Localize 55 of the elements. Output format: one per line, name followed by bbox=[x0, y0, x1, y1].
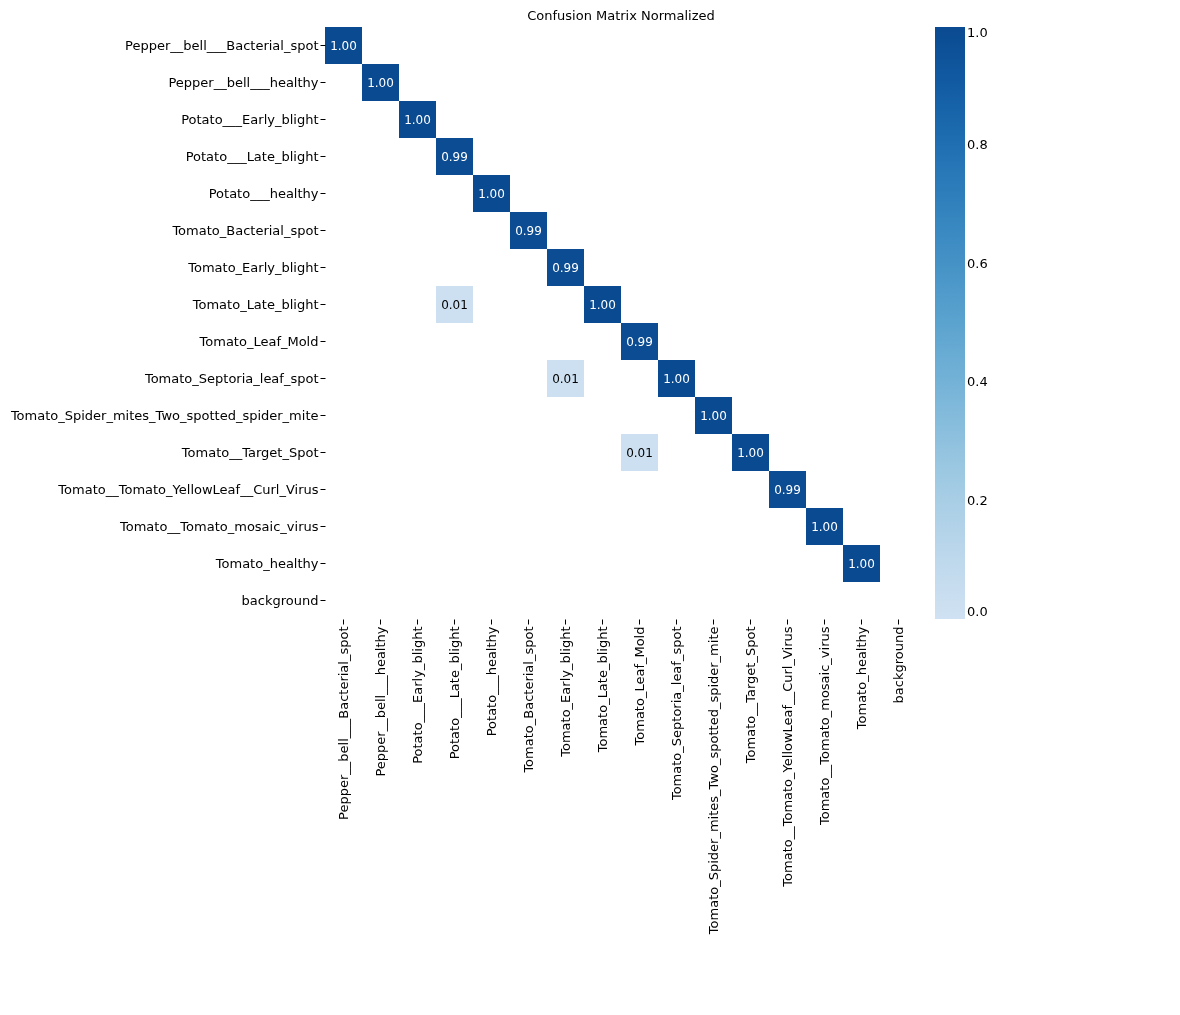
data-label: 0.99 bbox=[441, 149, 468, 164]
data-label: 0.99 bbox=[774, 482, 801, 497]
x-tick-label: Tomato_Septoria_leaf_spot bbox=[668, 626, 684, 802]
data-label: 1.00 bbox=[663, 371, 690, 386]
y-tick-label: Tomato__Tomato_YellowLeaf__Curl_Virus bbox=[57, 481, 319, 497]
y-tick-label: Tomato_Early_blight bbox=[187, 259, 319, 275]
y-tick-label: Pepper__bell___healthy bbox=[168, 74, 319, 90]
y-tick-label: Tomato_healthy bbox=[214, 555, 319, 571]
data-label: 1.00 bbox=[330, 38, 357, 53]
x-tick-label: Tomato__Tomato_YellowLeaf__Curl_Virus bbox=[779, 626, 795, 888]
x-tick-label: Tomato_Early_blight bbox=[557, 626, 573, 758]
x-tick-label: Tomato_Bacterial_spot bbox=[520, 626, 536, 774]
x-tick-label: Tomato__Target_Spot bbox=[742, 626, 758, 765]
y-tick-label: background bbox=[241, 592, 319, 608]
y-tick-label: Tomato__Tomato_mosaic_virus bbox=[118, 518, 319, 534]
data-label: 1.00 bbox=[404, 112, 431, 127]
data-label: 0.01 bbox=[626, 445, 653, 460]
x-tick-label: Tomato_Spider_mites_Two_spotted_spider_mite bbox=[705, 626, 721, 936]
data-label: 0.99 bbox=[515, 223, 542, 238]
data-label: 0.01 bbox=[441, 297, 468, 312]
data-label: 1.00 bbox=[737, 445, 764, 460]
x-tick-label: Tomato__Tomato_mosaic_virus bbox=[816, 626, 832, 827]
data-label: 0.01 bbox=[552, 371, 579, 386]
y-tick-label: Potato___Late_blight bbox=[185, 148, 319, 164]
color-bar-label: 0.2 bbox=[967, 492, 988, 508]
color-bar-label: 1.0 bbox=[967, 25, 988, 40]
x-tick-label: Tomato_Leaf_Mold bbox=[631, 626, 647, 747]
y-tick-label: Tomato_Leaf_Mold bbox=[198, 333, 319, 349]
x-tick-label: Potato___Late_blight bbox=[446, 626, 462, 760]
data-label: 1.00 bbox=[700, 408, 727, 423]
color-bar-label: 0.8 bbox=[967, 137, 988, 153]
x-tick-label: background bbox=[890, 626, 906, 704]
color-bar-label: 0.4 bbox=[967, 374, 988, 390]
data-label: 0.99 bbox=[552, 260, 579, 275]
color-bar-label: 0.0 bbox=[967, 604, 988, 619]
data-label: 1.00 bbox=[811, 519, 838, 534]
y-tick-label: Tomato_Septoria_leaf_spot bbox=[143, 370, 319, 386]
chart-title: Confusion Matrix Normalized bbox=[527, 8, 715, 23]
y-tick-label: Tomato_Bacterial_spot bbox=[171, 222, 319, 238]
x-tick-label: Tomato_Late_blight bbox=[594, 626, 610, 754]
x-tick-label: Potato___Early_blight bbox=[409, 626, 425, 764]
data-label: 1.00 bbox=[478, 186, 505, 201]
data-label: 1.00 bbox=[848, 556, 875, 571]
y-tick-label: Tomato__Target_Spot bbox=[180, 444, 319, 460]
color-bar-label: 0.6 bbox=[967, 255, 988, 271]
y-tick-label: Tomato_Spider_mites_Two_spotted_spider_mite bbox=[9, 407, 319, 423]
y-tick-label: Potato___Early_blight bbox=[181, 111, 319, 127]
y-tick-label: Potato___healthy bbox=[208, 185, 319, 201]
data-label: 0.99 bbox=[626, 334, 653, 349]
x-tick-label: Tomato_healthy bbox=[853, 626, 869, 731]
y-tick-label: Tomato_Late_blight bbox=[191, 296, 319, 312]
x-tick-label: Potato___healthy bbox=[483, 626, 499, 737]
data-label: 1.00 bbox=[367, 75, 394, 90]
data-label: 1.00 bbox=[589, 297, 616, 312]
y-tick-label: Pepper__bell___Bacterial_spot bbox=[125, 37, 319, 53]
